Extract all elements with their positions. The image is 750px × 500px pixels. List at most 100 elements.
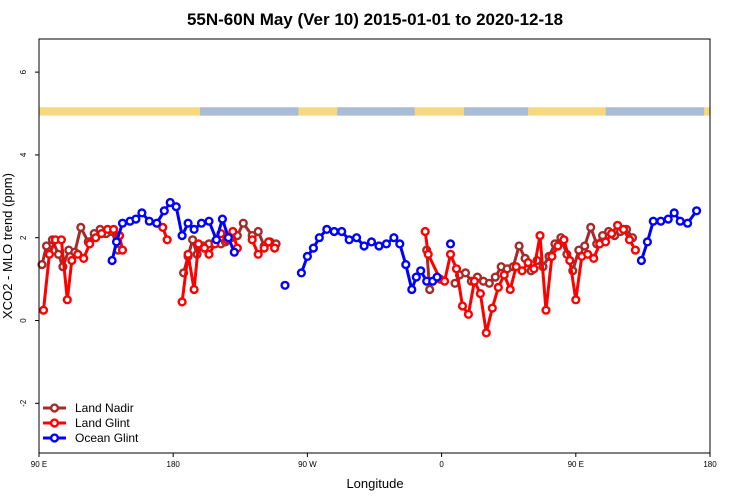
data-point [541, 305, 551, 315]
data-point [177, 231, 187, 241]
data-point [535, 231, 545, 241]
data-point [259, 243, 269, 253]
data-point [606, 229, 617, 239]
data-point [469, 276, 480, 286]
data-point [85, 239, 95, 249]
data-point [514, 241, 524, 251]
data-point [682, 218, 693, 228]
data-point [189, 224, 199, 235]
x-axis-label: Longitude [346, 476, 403, 491]
legend-marker [49, 418, 60, 428]
data-point [96, 229, 107, 239]
data-point [669, 208, 679, 218]
data-point [499, 270, 509, 280]
data-point [204, 249, 214, 259]
ocean-segment [200, 107, 299, 116]
data-point [642, 237, 653, 247]
data-point [329, 226, 339, 237]
data-point [238, 218, 248, 228]
data-point [559, 235, 569, 245]
data-point [553, 241, 563, 251]
ocean-segment [605, 107, 705, 116]
data-point [302, 251, 313, 262]
data-point [463, 309, 474, 319]
data-point [264, 237, 274, 247]
data-point [432, 272, 442, 282]
data-point [189, 284, 199, 295]
data-point [171, 202, 181, 212]
data-point [580, 241, 590, 251]
data-point [648, 216, 658, 226]
data-point [56, 235, 67, 245]
data-point [352, 233, 362, 243]
y-tick-label: 0 [19, 318, 28, 323]
x-tick-label: 0 [439, 460, 444, 469]
series-ocean-glint [107, 197, 702, 295]
data-point [484, 278, 494, 288]
data-point [91, 233, 101, 243]
data-point [344, 235, 354, 245]
data-point [460, 268, 471, 278]
data-point [131, 214, 141, 224]
data-point [253, 249, 263, 259]
data-point [529, 264, 539, 274]
legend-label: Land Glint [75, 416, 130, 430]
data-point [308, 243, 319, 253]
y-axis-label: XCO2 - MLO trend (ppm) [0, 173, 15, 319]
data-point [247, 235, 257, 245]
data-point [416, 266, 426, 276]
ocean-segment [463, 107, 529, 116]
data-point [445, 239, 456, 249]
data-point [487, 303, 497, 313]
data-point [228, 226, 238, 237]
data-point [407, 284, 417, 295]
data-point [630, 245, 641, 255]
data-point [79, 253, 89, 264]
data-point [165, 197, 175, 208]
data-point [511, 262, 521, 272]
data-point [253, 226, 263, 237]
data-point [451, 264, 462, 274]
data-point [117, 245, 128, 255]
data-point [314, 233, 324, 243]
data-point [663, 214, 673, 224]
legend-label: Land Nadir [75, 401, 134, 415]
data-point [211, 235, 222, 245]
data-point [547, 251, 557, 262]
y-tick-label: 6 [19, 69, 28, 74]
x-tick-label: 90 E [568, 460, 584, 469]
data-point [493, 282, 503, 293]
data-point [583, 249, 593, 259]
land-mask-strip [39, 107, 710, 116]
data-point [475, 289, 486, 299]
data-point [67, 255, 77, 266]
data-point [117, 218, 128, 228]
data-point [296, 268, 307, 278]
data-point [523, 258, 533, 268]
data-point [280, 280, 290, 290]
data-point [62, 295, 72, 305]
data-point [505, 284, 515, 295]
data-point [675, 216, 685, 226]
data-point [188, 235, 198, 245]
x-tick-label: 180 [167, 460, 181, 469]
plot-frame [38, 38, 711, 454]
data-point [183, 249, 193, 259]
data-point [589, 253, 599, 264]
data-point [41, 241, 52, 251]
data-point [183, 218, 193, 228]
data-point [152, 218, 162, 228]
data-point [204, 216, 214, 226]
data-point [490, 272, 500, 282]
x-axis: 90 E 180 90 W 0 90 E 180 [31, 453, 717, 469]
data-point [600, 237, 611, 247]
data-point [481, 328, 491, 338]
x-tick-label: 90 W [298, 460, 317, 469]
legend-marker [49, 403, 60, 413]
data-point [565, 255, 575, 266]
x-tick-label: 90 E [31, 460, 47, 469]
data-point [53, 249, 64, 259]
data-point [389, 233, 399, 243]
